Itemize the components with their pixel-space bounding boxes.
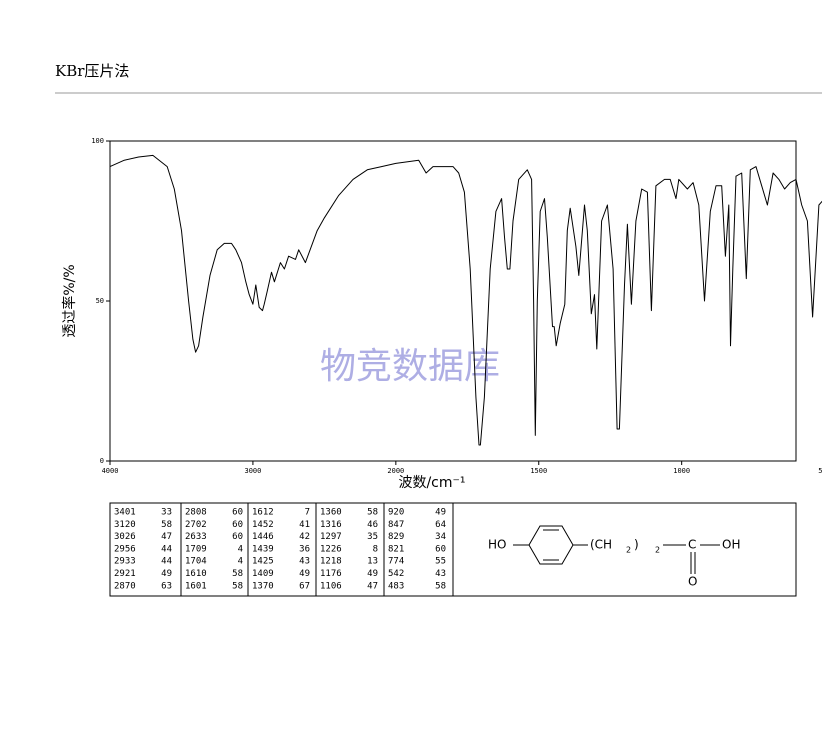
peak-wavenumber: 1316 <box>320 520 342 530</box>
peak-intensity: 36 <box>299 544 310 554</box>
peak-intensity: 58 <box>232 581 243 591</box>
peak-intensity: 58 <box>367 508 378 518</box>
structure-subscript: 2 <box>626 546 631 555</box>
x-tick-label: 1000 <box>673 467 690 475</box>
peak-intensity: 46 <box>367 520 378 530</box>
peak-wavenumber: 1409 <box>252 569 274 579</box>
peak-wavenumber: 920 <box>388 508 404 518</box>
peak-wavenumber: 2921 <box>114 569 136 579</box>
peak-intensity: 67 <box>299 581 310 591</box>
structure-subscript: 2 <box>655 546 660 555</box>
peak-wavenumber: 1446 <box>252 532 274 542</box>
peak-intensity: 4 <box>238 557 243 567</box>
peak-wavenumber: 1610 <box>185 569 207 579</box>
peak-intensity: 60 <box>232 508 243 518</box>
peak-wavenumber: 1218 <box>320 557 342 567</box>
spectrum-line <box>109 154 822 446</box>
peak-intensity: 58 <box>161 520 172 530</box>
y-tick-label: 100 <box>91 137 104 145</box>
structure-label: O <box>688 575 697 589</box>
peak-wavenumber: 847 <box>388 520 404 530</box>
peak-intensity: 49 <box>161 569 172 579</box>
peak-intensity: 42 <box>299 532 310 542</box>
structure-label: HO <box>488 538 506 552</box>
peak-intensity: 60 <box>232 520 243 530</box>
peak-wavenumber: 1297 <box>320 532 342 542</box>
x-tick-label: 1500 <box>530 467 547 475</box>
plot-frame <box>109 140 797 462</box>
peak-intensity: 43 <box>299 557 310 567</box>
peak-wavenumber: 1601 <box>185 581 207 591</box>
structure-label: (CH <box>590 538 612 552</box>
watermark: 物竞数据库 <box>320 346 500 387</box>
peak-wavenumber: 1439 <box>252 544 274 554</box>
peak-intensity: 41 <box>299 520 310 530</box>
peak-intensity: 58 <box>435 581 446 591</box>
x-tick-label: 2000 <box>387 467 404 475</box>
peak-wavenumber: 1709 <box>185 544 207 554</box>
peak-wavenumber: 829 <box>388 532 404 542</box>
peak-intensity: 47 <box>161 532 172 542</box>
structure-label: ) <box>634 538 639 552</box>
peak-intensity: 55 <box>435 557 446 567</box>
benzene-ring <box>528 525 574 565</box>
peak-intensity: 35 <box>367 532 378 542</box>
peak-wavenumber: 3120 <box>114 520 136 530</box>
peak-intensity: 60 <box>232 532 243 542</box>
x-tick-label: 500 <box>818 467 822 475</box>
peak-wavenumber: 3401 <box>114 508 136 518</box>
peak-intensity: 64 <box>435 520 446 530</box>
structure-label: OH <box>722 538 740 552</box>
peak-intensity: 4 <box>238 544 243 554</box>
peak-wavenumber: 1360 <box>320 508 342 518</box>
peak-wavenumber: 1612 <box>252 508 274 518</box>
peak-wavenumber: 2870 <box>114 581 136 591</box>
peak-wavenumber: 1106 <box>320 581 342 591</box>
x-tick-label: 3000 <box>244 467 261 475</box>
structure-label: C <box>688 538 696 552</box>
structure-bonds <box>513 525 720 574</box>
peak-intensity: 13 <box>367 557 378 567</box>
y-tick-label: 50 <box>96 297 104 305</box>
x-tick-label: 4000 <box>102 467 119 475</box>
peak-wavenumber: 2956 <box>114 544 136 554</box>
peak-intensity: 33 <box>161 508 172 518</box>
peak-intensity: 44 <box>161 544 172 554</box>
peak-wavenumber: 1176 <box>320 569 342 579</box>
peak-intensity: 43 <box>435 569 446 579</box>
peak-intensity: 49 <box>435 508 446 518</box>
peak-intensity: 34 <box>435 532 446 542</box>
peak-intensity: 58 <box>232 569 243 579</box>
peak-intensity: 63 <box>161 581 172 591</box>
peak-intensity: 49 <box>299 569 310 579</box>
peak-wavenumber: 821 <box>388 544 404 554</box>
y-axis-label: 透过率%/% <box>61 264 78 337</box>
peak-wavenumber: 774 <box>388 557 404 567</box>
peak-wavenumber: 1425 <box>252 557 274 567</box>
peak-wavenumber: 2933 <box>114 557 136 567</box>
peak-wavenumber: 1704 <box>185 557 207 567</box>
peak-wavenumber: 483 <box>388 581 404 591</box>
y-tick-label: 0 <box>100 457 104 465</box>
peak-wavenumber: 2808 <box>185 508 207 518</box>
header-title: KBr压片法 <box>55 62 129 80</box>
peak-wavenumber: 2702 <box>185 520 207 530</box>
peak-intensity: 8 <box>373 544 378 554</box>
peak-wavenumber: 1226 <box>320 544 342 554</box>
peak-intensity: 60 <box>435 544 446 554</box>
peak-wavenumber: 2633 <box>185 532 207 542</box>
peak-wavenumber: 3026 <box>114 532 136 542</box>
peak-intensity: 49 <box>367 569 378 579</box>
peak-wavenumber: 542 <box>388 569 404 579</box>
peak-intensity: 44 <box>161 557 172 567</box>
peak-intensity: 47 <box>367 581 378 591</box>
x-axis-label: 波数/cm⁻¹ <box>398 475 465 491</box>
peak-intensity: 7 <box>305 508 310 518</box>
peak-wavenumber: 1452 <box>252 520 274 530</box>
peak-wavenumber: 1370 <box>252 581 274 591</box>
